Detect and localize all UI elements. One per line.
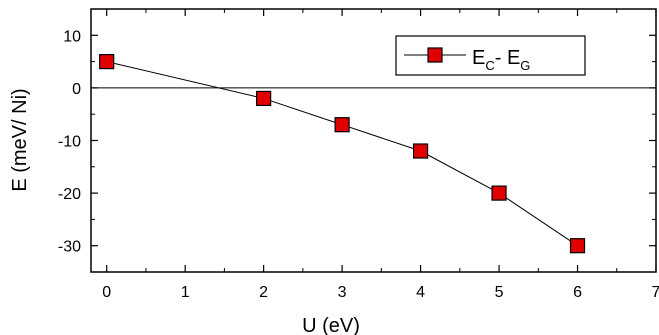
x-tick-label: 1 <box>181 284 190 301</box>
legend: EC- EG <box>395 35 586 76</box>
y-tick-label: 0 <box>72 81 81 98</box>
x-tick-label: 0 <box>102 284 111 301</box>
x-tick-label: 5 <box>495 284 504 301</box>
x-tick-label: 6 <box>573 284 582 301</box>
x-tick-label: 3 <box>338 284 347 301</box>
x-tick-label: 7 <box>652 284 659 301</box>
y-tick-label: -30 <box>58 239 81 256</box>
y-tick-label: -10 <box>58 134 81 151</box>
data-point <box>334 117 350 133</box>
x-tick-label: 4 <box>416 284 425 301</box>
y-tick-label: -20 <box>58 186 81 203</box>
y-tick-label: 10 <box>63 28 81 45</box>
data-point <box>412 143 429 159</box>
data-point <box>256 90 272 107</box>
data-point <box>99 53 115 70</box>
legend-label: EC- EG <box>472 47 530 73</box>
y-axis-title: E (meV/ Ni) <box>9 88 31 191</box>
x-tick-label: 2 <box>259 284 268 301</box>
data-point <box>569 238 586 254</box>
axes: 0 1 2 3 4 5 6 7 10 0 -10 -20 -30 <box>58 8 659 301</box>
legend-marker <box>427 47 443 63</box>
series-line <box>106 61 578 247</box>
data-point <box>491 185 507 201</box>
x-axis-title: U (eV) <box>302 315 360 335</box>
data-series <box>99 53 586 254</box>
